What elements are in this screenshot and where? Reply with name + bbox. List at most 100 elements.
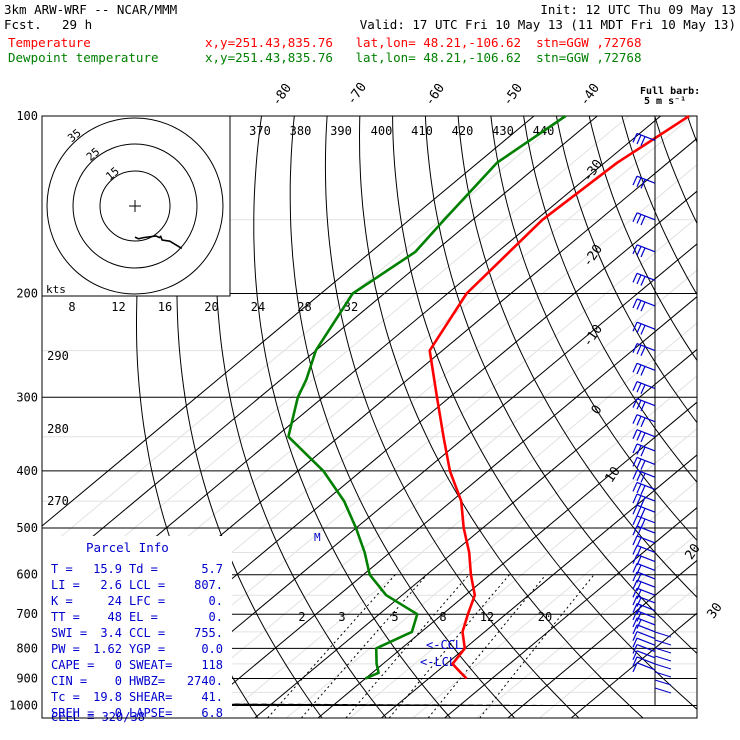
pressure-label: 700	[16, 607, 38, 621]
valid-time: Valid: 17 UTC Fri 10 May 13 (11 MDT Fri …	[359, 17, 736, 32]
wind-barb-flag	[636, 246, 642, 256]
wind-barb	[636, 132, 656, 141]
wind-barb-flag	[632, 398, 638, 408]
wind-barb-flag	[640, 346, 646, 357]
plot-frame	[41, 115, 698, 719]
isotherm	[191, 296, 697, 718]
theta-label: 410	[411, 124, 433, 138]
dry-adiabat	[720, 116, 740, 718]
temperature-location: x,y=251.43,835.76 lat,lon= 48.21,-106.62…	[205, 35, 642, 50]
full-barb-label: Full barb:	[640, 86, 700, 97]
wind-barb-flag	[640, 215, 646, 226]
wind-barb-flag	[636, 471, 642, 482]
dewpoint-location: x,y=251.43,835.76 lat,lon= 48.21,-106.62…	[205, 50, 642, 65]
parcel-value: 1.62	[93, 642, 122, 656]
parcel-value: 0.	[209, 594, 223, 608]
faint-isotherm	[570, 612, 697, 718]
hodograph-trace	[134, 235, 183, 250]
mixing-ratio-label: 3	[338, 610, 345, 624]
parcel-value: 19.8	[93, 690, 122, 704]
pressure-label: 900	[16, 672, 38, 686]
parcel-label: CAPE =	[51, 658, 94, 672]
isotherm-label: 10	[602, 464, 623, 485]
parcel-label: SWEAT=	[129, 658, 172, 672]
parcel-value: 118	[201, 658, 223, 672]
marker-m: M	[314, 531, 321, 544]
wind-barb-flag	[632, 650, 638, 661]
hodograph-ring	[46, 117, 224, 295]
wind-barb-flag	[636, 214, 642, 224]
wind-barb-flag	[632, 443, 638, 454]
wind-barb	[636, 562, 656, 571]
height-label: 290	[47, 349, 69, 363]
parcel-label: SWI =	[51, 626, 87, 640]
wind-barb-flag	[632, 644, 638, 654]
wind-barb	[654, 639, 672, 646]
dry-adiabat	[424, 116, 697, 655]
mixing-ratio-label: 8	[439, 610, 446, 624]
wind-barb-flag	[632, 587, 638, 598]
wind-barbs	[632, 132, 672, 694]
parcel-value: 2740.	[187, 674, 223, 688]
parcel-value: 6.8	[201, 706, 223, 720]
faint-isotherm	[539, 586, 697, 718]
wind-barb	[636, 469, 656, 478]
parcel-value: 0.	[209, 610, 223, 624]
parcel-label: TT =	[51, 610, 80, 624]
wind-barb-flag	[640, 473, 646, 483]
parcel-label: K =	[51, 594, 73, 608]
wind-barb-flag	[632, 363, 638, 373]
wind-barb-flag	[636, 581, 642, 592]
dry-adiabat	[392, 116, 697, 710]
faint-isotherm	[42, 116, 566, 554]
wind-barb	[636, 456, 656, 465]
parcel-label: Td =	[129, 562, 158, 576]
parcel-value: 755.	[194, 626, 223, 640]
dry-adiabat	[215, 116, 387, 718]
wind-barb-flag	[636, 431, 642, 441]
temperature-profile	[428, 114, 690, 680]
isotherm	[254, 348, 697, 718]
wind-barb-flag	[636, 300, 642, 310]
wind-barb-flag	[632, 175, 638, 186]
wind-barb	[636, 244, 656, 253]
parcel-value: 3.4	[100, 626, 122, 640]
wind-barb-flag	[636, 604, 642, 615]
wind-barb	[636, 624, 656, 633]
wind-barb	[636, 414, 656, 423]
wind-barb-flag	[632, 515, 638, 526]
wind-barb	[636, 610, 656, 619]
hodograph-ring	[99, 170, 171, 242]
forecast-label: Fcst.	[4, 17, 42, 32]
hodograph-ring	[72, 143, 198, 269]
pressure-label: 800	[16, 641, 38, 655]
isotherm-label: -60	[422, 81, 448, 109]
wind-barb-flag	[640, 301, 646, 312]
isotherm	[127, 243, 697, 718]
wind-barb-flag	[632, 595, 638, 606]
faint-isotherm	[222, 322, 697, 718]
faint-isotherm	[475, 533, 697, 718]
dry-adiabat	[621, 116, 697, 296]
model-title: 3km ARW-WRF -- NCAR/MMM	[4, 2, 178, 17]
theta-label: 400	[371, 124, 393, 138]
wind-barb-flag	[632, 563, 638, 573]
wind-barb-flag	[640, 432, 646, 443]
wind-barb	[636, 571, 656, 580]
wind-barb	[636, 644, 656, 653]
wind-barb	[636, 579, 656, 588]
wind-barb	[636, 321, 656, 330]
wind-barb	[636, 343, 656, 352]
wind-barb	[636, 554, 656, 563]
wind-barb-flag	[640, 417, 646, 428]
parcel-label: EL =	[129, 610, 158, 624]
wind-barb-flag	[632, 610, 638, 621]
parcel-label: PW =	[51, 642, 80, 656]
hodograph-ring-label: 15	[103, 165, 122, 183]
isotherm	[42, 116, 535, 527]
parcel-value: 0	[115, 674, 122, 688]
wind-barb-flag	[632, 662, 638, 673]
dry-adiabat	[324, 116, 580, 718]
